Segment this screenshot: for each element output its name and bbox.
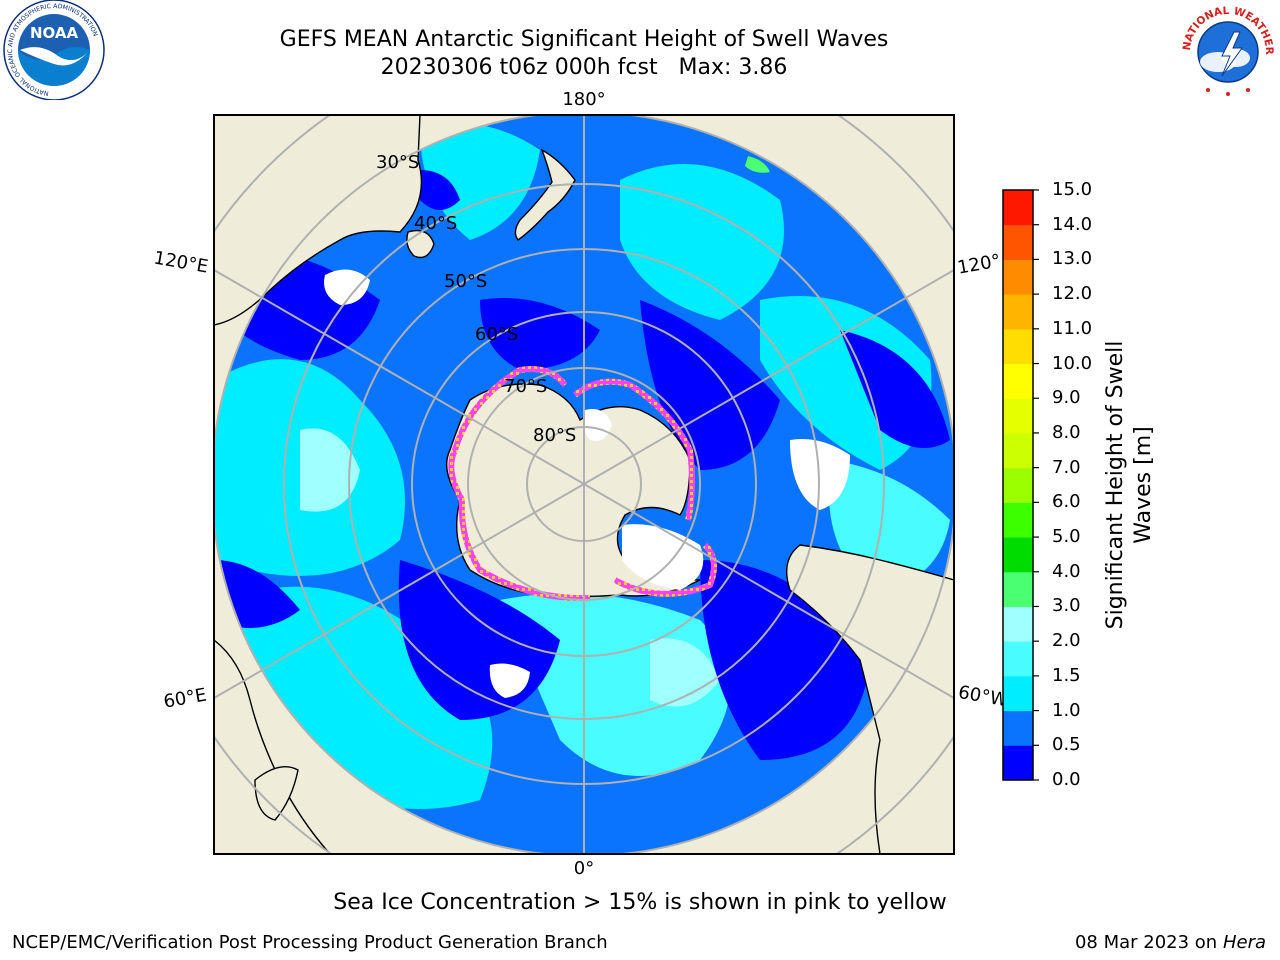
noaa-logo-text: NOAA [30,24,79,42]
lat-label-80s: 80°S [533,425,576,446]
lon-label-60e: 60°E [162,684,208,712]
lat-label-70s: 70°S [504,376,547,397]
lat-label-30s: 30°S [376,152,419,173]
sea-ice-edge [448,366,717,602]
colorbar-segment [1003,606,1033,642]
colorbar-tick-label: 7.0 [1052,456,1081,478]
colorbar-segment [1003,294,1033,330]
colorbar-tick-label: 10.0 [1052,352,1093,374]
lon-label-120w: 120° [956,250,1002,278]
lat-label-60s: 60°S [475,324,518,345]
colorbar-tick-label: 2.0 [1052,630,1081,652]
colorbar-tick-label: 13.0 [1052,248,1093,270]
colorbar-tick-label: 0.5 [1052,734,1081,756]
colorbar-tick-label: 15.0 [1052,179,1093,200]
chart-title: GEFS MEAN Antarctic Significant Height o… [0,26,1168,82]
colorbar-tick-label: 8.0 [1052,421,1081,443]
colorbar-tick-label: 11.0 [1052,317,1093,339]
lat-label-50s: 50°S [444,271,487,292]
colorbar-tick-label: 5.0 [1052,526,1081,548]
colorbar-segment [1003,398,1033,434]
lon-label-120e: 120°E [152,247,210,277]
colorbar-segment [1003,641,1033,677]
colorbar-tick-label: 9.0 [1052,387,1081,409]
footer-machine: Hera [1222,932,1266,953]
noaa-logo-icon: NATIONAL OCEANIC AND ATMOSPHERIC ADMINIS… [3,0,105,100]
lon-label-0: 0° [574,858,594,879]
footer-credit: NCEP/EMC/Verification Post Processing Pr… [12,932,608,953]
colorbar-label-line-2: Waves [m] [1131,426,1156,544]
colorbar-segment [1003,467,1033,503]
colorbar-segment [1003,328,1033,365]
footer-timestamp: 08 Mar 2023 on Hera [1075,932,1266,953]
colorbar-segment [1003,675,1033,712]
colorbar-tick-label: 14.0 [1052,213,1093,235]
colorbar-segment [1003,224,1033,260]
colorbar-tick-label: 6.0 [1052,491,1081,513]
colorbar-segment [1003,502,1033,538]
colorbar-tick-label: 0.0 [1052,769,1081,790]
colorbar-segment [1003,363,1033,399]
colorbar-segment [1003,710,1033,746]
footer-date: 08 Mar 2023 on [1074,932,1218,953]
colorbar-label-line-1: Significant Height of Swell [1103,340,1128,630]
lon-label-180: 180° [562,89,605,110]
colorbar-segment [1003,571,1033,607]
nws-logo-icon: NATIONAL WEATHER SERVICE [1178,0,1276,98]
colorbar-segment [1003,745,1033,781]
graticule [214,115,954,854]
colorbar-frame [1002,189,1034,781]
colorbar-segment [1003,190,1033,226]
colorbar-tick-label: 12.0 [1052,283,1093,305]
colorbar-tick-label: 1.0 [1052,699,1081,721]
sea-ice-note: Sea Ice Concentration > 15% is shown in … [333,890,947,915]
colorbar [1002,189,1039,781]
title-line-1: GEFS MEAN Antarctic Significant Height o… [279,27,889,52]
colorbar-segment [1003,259,1033,295]
colorbar-tick-label: 1.5 [1052,664,1081,686]
colorbar-tick-label: 4.0 [1052,560,1081,582]
lat-label-40s: 40°S [414,213,457,234]
colorbar-segment [1003,537,1033,573]
colorbar-tick-label: 3.0 [1052,595,1081,617]
colorbar-segment [1003,432,1033,469]
map-frame [213,114,955,855]
title-line-2: 20230306 t06z 000h fcst Max: 3.86 [380,55,788,80]
